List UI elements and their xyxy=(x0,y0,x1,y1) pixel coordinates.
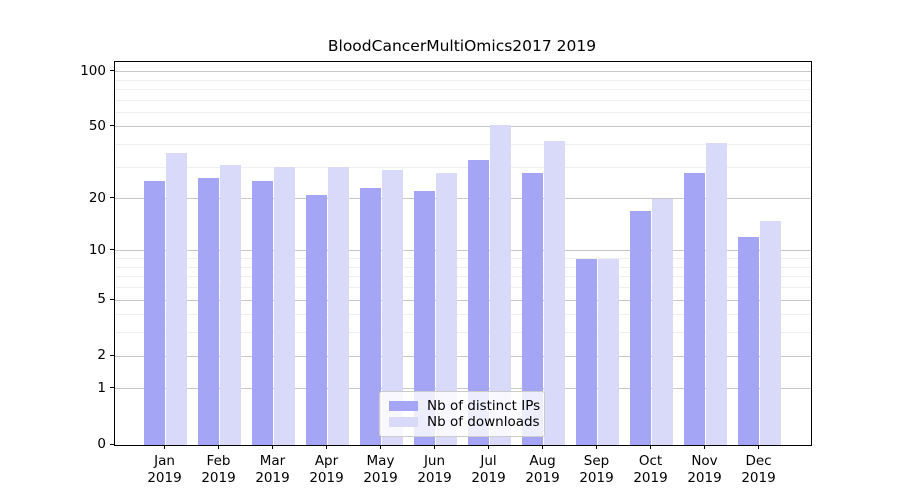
x-axis-tick-label-jun: Jun 2019 xyxy=(417,453,452,486)
x-axis-tick xyxy=(434,445,435,449)
y-axis-tick-label: 100 xyxy=(80,62,106,79)
gridline-minor xyxy=(115,276,811,278)
y-axis-tick xyxy=(110,354,114,356)
gridline-minor xyxy=(115,79,811,81)
gridline-major xyxy=(115,71,811,73)
x-axis-tick-label-mar: Mar 2019 xyxy=(255,453,290,486)
legend-row-downloads: Nb of downloads xyxy=(389,414,540,430)
gridline-minor xyxy=(115,144,811,146)
x-axis-tick-label-sep: Sep 2019 xyxy=(579,453,614,486)
legend: Nb of distinct IPs Nb of downloads xyxy=(379,391,545,437)
x-axis-tick xyxy=(704,445,705,449)
bar-sep-distinct-ips xyxy=(576,258,597,445)
legend-label-distinct-ips: Nb of distinct IPs xyxy=(427,398,541,414)
bar-may-downloads xyxy=(382,169,403,445)
x-axis-tick xyxy=(272,445,273,449)
gridline-minor xyxy=(115,287,811,289)
bar-mar-downloads xyxy=(274,167,295,445)
gridline-minor xyxy=(115,99,811,101)
x-axis-tick-label-jan: Jan 2019 xyxy=(147,453,182,486)
bar-jun-distinct-ips xyxy=(414,191,435,445)
y-axis-tick xyxy=(110,197,114,199)
bar-oct-downloads xyxy=(652,198,673,445)
bar-aug-downloads xyxy=(544,140,565,445)
bar-jan-downloads xyxy=(166,152,187,445)
bar-oct-distinct-ips xyxy=(630,211,651,445)
x-axis-tick xyxy=(758,445,759,449)
x-axis-tick-label-oct: Oct 2019 xyxy=(633,453,668,486)
y-axis-tick xyxy=(110,249,114,251)
x-axis-tick-label-may: May 2019 xyxy=(363,453,398,486)
gridline-minor xyxy=(115,258,811,260)
legend-swatch-distinct-ips-icon xyxy=(389,401,418,411)
x-axis-tick-label-dec: Dec 2019 xyxy=(741,453,776,486)
y-axis-tick-label: 5 xyxy=(97,291,106,308)
gridline-major xyxy=(115,388,811,390)
y-axis-tick xyxy=(110,298,114,300)
x-axis-tick xyxy=(542,445,543,449)
gridline-minor xyxy=(115,314,811,316)
x-axis-tick xyxy=(650,445,651,449)
y-axis-tick-label: 50 xyxy=(88,117,106,134)
y-axis-tick xyxy=(110,125,114,127)
y-axis-tick-label: 10 xyxy=(88,241,106,258)
plot-area xyxy=(114,61,812,446)
bar-jul-distinct-ips xyxy=(468,159,489,445)
bar-jul-downloads xyxy=(490,125,511,445)
bar-feb-downloads xyxy=(220,164,241,445)
y-axis-tick xyxy=(110,70,114,72)
x-axis-tick xyxy=(596,445,597,449)
gridline-major xyxy=(115,299,811,301)
y-axis-tick-label: 20 xyxy=(88,189,106,206)
y-axis-tick xyxy=(110,387,114,389)
gridline-minor xyxy=(115,111,811,113)
x-axis-tick xyxy=(488,445,489,449)
x-axis-tick-label-feb: Feb 2019 xyxy=(201,453,236,486)
x-axis-tick xyxy=(164,445,165,449)
gridline-minor xyxy=(115,332,811,334)
bar-feb-distinct-ips xyxy=(198,178,219,445)
bar-sep-downloads xyxy=(598,258,619,445)
gridline-major xyxy=(115,126,811,128)
y-axis-tick xyxy=(110,443,114,445)
bar-mar-distinct-ips xyxy=(252,181,273,445)
x-axis-tick xyxy=(380,445,381,449)
legend-swatch-downloads-icon xyxy=(389,417,418,427)
bar-jun-downloads xyxy=(436,172,457,445)
bar-apr-downloads xyxy=(328,167,349,445)
gridline-minor xyxy=(115,266,811,268)
bar-dec-downloads xyxy=(760,220,781,445)
x-axis-tick-label-jul: Jul 2019 xyxy=(471,453,506,486)
x-axis-tick-label-aug: Aug 2019 xyxy=(525,453,560,486)
bar-may-distinct-ips xyxy=(360,187,381,445)
gridline-major xyxy=(115,355,811,357)
legend-row-distinct-ips: Nb of distinct IPs xyxy=(389,398,540,414)
gridline-minor xyxy=(115,166,811,168)
x-axis-tick xyxy=(218,445,219,449)
y-axis-tick-label: 0 xyxy=(97,436,106,452)
bar-jan-distinct-ips xyxy=(144,181,165,445)
bar-dec-distinct-ips xyxy=(738,237,759,445)
gridline-major xyxy=(115,250,811,252)
gridline-minor xyxy=(115,88,811,90)
y-axis-tick-label: 1 xyxy=(97,379,106,396)
bar-nov-downloads xyxy=(706,142,727,445)
y-axis-tick-label: 2 xyxy=(97,347,106,364)
legend-label-downloads: Nb of downloads xyxy=(427,414,540,430)
gridline-major xyxy=(115,198,811,200)
x-axis-tick-label-apr: Apr 2019 xyxy=(309,453,344,486)
x-axis-tick-label-nov: Nov 2019 xyxy=(687,453,722,486)
bar-apr-distinct-ips xyxy=(306,194,327,445)
chart-title: BloodCancerMultiOmics2017 2019 xyxy=(327,37,597,55)
x-axis-tick xyxy=(326,445,327,449)
bar-aug-distinct-ips xyxy=(522,172,543,445)
bar-nov-distinct-ips xyxy=(684,172,705,445)
